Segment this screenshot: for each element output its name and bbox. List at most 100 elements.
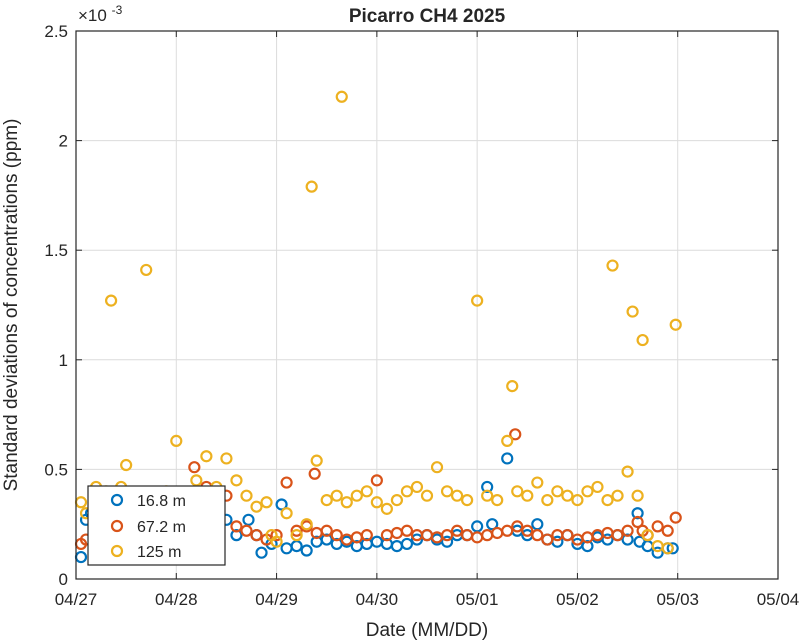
data-point: [551, 485, 564, 498]
data-point: [400, 524, 414, 537]
data-point: [450, 524, 464, 537]
data-point: [240, 489, 253, 502]
data-point: [631, 489, 644, 502]
data-point: [200, 450, 213, 463]
data-point: [440, 535, 454, 548]
data-point: [669, 511, 682, 524]
data-point: [486, 518, 499, 531]
legend-marker-16-8m: [110, 493, 124, 507]
y-exponent-base: ×10: [78, 6, 107, 25]
data-point: [270, 529, 283, 542]
legend-label-67-2m: 67.2 m: [137, 519, 186, 536]
data-point: [240, 524, 253, 537]
data-point: [260, 496, 273, 509]
data-point: [541, 493, 554, 507]
data-point: [440, 485, 454, 498]
legend-label-125m: 125 m: [137, 544, 181, 561]
data-point: [390, 493, 404, 507]
data-point: [511, 485, 524, 498]
data-point: [400, 485, 414, 498]
data-point: [275, 498, 288, 511]
data-point: [631, 507, 644, 520]
data-point: [531, 476, 544, 489]
data-point: [501, 524, 514, 537]
data-point: [471, 294, 484, 307]
data-point: [250, 500, 263, 513]
data-point: [280, 507, 293, 520]
data-point: [270, 535, 283, 548]
x-tick-label: 05/02: [556, 590, 599, 609]
data-point: [320, 533, 333, 546]
data-point: [305, 180, 318, 193]
y-exponent-power: -3: [112, 3, 123, 17]
data-point: [450, 489, 464, 502]
data-point: [531, 529, 544, 542]
data-point: [611, 529, 624, 542]
data-point: [230, 474, 243, 487]
x-tick-label: 05/03: [656, 590, 699, 609]
x-tick-label: 05/04: [757, 590, 800, 609]
data-point: [420, 489, 434, 502]
legend-marker-125m: [110, 544, 124, 558]
y-tick-label: 2: [59, 132, 68, 151]
data-point: [170, 434, 183, 448]
data-point: [651, 520, 664, 533]
data-point: [666, 542, 679, 555]
data-point: [340, 496, 353, 509]
data-point: [230, 520, 243, 533]
data-point: [300, 518, 313, 531]
data-point: [370, 496, 383, 509]
data-point: [621, 524, 634, 537]
data-point: [511, 520, 524, 533]
y-tick-label: 2.5: [44, 22, 68, 41]
data-point: [188, 461, 201, 474]
data-point: [290, 524, 303, 537]
data-point: [320, 493, 333, 507]
legend-box: [87, 485, 226, 566]
x-tick-label: 04/30: [356, 590, 399, 609]
data-point: [310, 454, 323, 467]
x-axis-label: Date (MM/DD): [366, 620, 488, 641]
data-point: [410, 533, 424, 546]
data-point: [581, 540, 594, 553]
data-point: [636, 333, 649, 347]
legend-label-16-8m: 16.8 m: [137, 493, 186, 510]
data-point: [561, 489, 574, 502]
data-point: [104, 294, 118, 307]
axis-ticks: 04/27 04/28 04/29 04/30 05/01 05/02 05/03 05/04…: [44, 22, 799, 609]
data-point: [290, 529, 303, 542]
y-tick-label: 0.5: [44, 460, 68, 479]
data-point: [330, 489, 343, 502]
data-point: [481, 480, 494, 494]
data-point: [320, 524, 333, 537]
x-tick-label: 04/28: [155, 590, 198, 609]
data-point: [430, 461, 444, 474]
data-point: [606, 259, 619, 272]
data-point: [506, 380, 519, 393]
data-point: [661, 542, 674, 555]
y-tick-label: 1.5: [44, 241, 68, 260]
data-point: [440, 529, 454, 542]
data-point: [601, 493, 614, 507]
data-point: [621, 533, 634, 546]
data-point: [370, 474, 383, 487]
data-point: [581, 485, 594, 498]
y-axis-exponent: ×10 -3: [78, 3, 123, 25]
x-tick-label: 04/27: [55, 590, 98, 609]
series-2: [74, 90, 682, 555]
y-axis-label: Standard deviations of concentrations (p…: [1, 119, 22, 492]
data-point: [571, 493, 584, 507]
data-point: [250, 529, 263, 542]
data-point: [501, 452, 514, 465]
data-point: [481, 489, 494, 502]
data-point: [601, 533, 614, 546]
data-point: [651, 546, 664, 559]
x-tick-label: 04/29: [255, 590, 298, 609]
legend: 16.8 m 67.2 m 125 m: [87, 485, 226, 566]
data-point: [561, 529, 574, 542]
data-point: [220, 452, 233, 465]
data-point: [611, 489, 624, 502]
data-point: [300, 544, 313, 557]
y-tick-label: 1: [59, 351, 68, 370]
